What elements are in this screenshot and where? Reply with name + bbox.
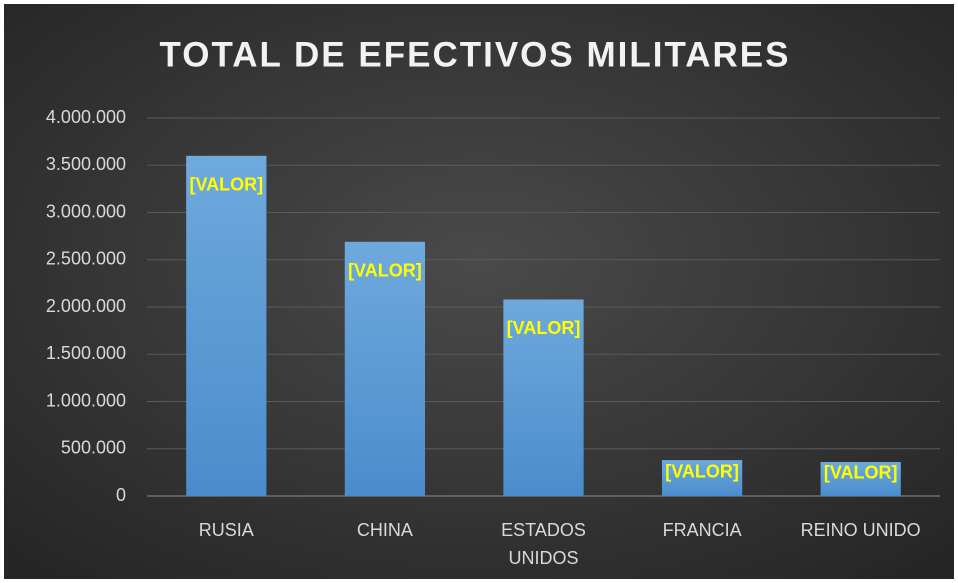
y-tick-label: 3.000.000 <box>46 201 126 221</box>
x-tick-label: FRANCIA <box>662 520 742 540</box>
y-tick-label: 0 <box>116 485 126 505</box>
bar <box>503 299 584 496</box>
data-label: [VALOR] <box>665 461 739 481</box>
y-tick-label: 500.000 <box>61 438 126 458</box>
data-label: [VALOR] <box>189 175 263 195</box>
bar <box>186 155 267 497</box>
y-tick-label: 1.000.000 <box>46 390 126 410</box>
x-tick-label: REINO UNIDO <box>800 520 921 540</box>
data-label: [VALOR] <box>348 261 422 281</box>
y-tick-label: 3.500.000 <box>46 154 126 174</box>
y-tick-label: 2.000.000 <box>46 296 126 316</box>
chart-background <box>4 4 954 579</box>
bar <box>344 241 426 496</box>
x-tick-label: ESTADOS UNIDOS <box>501 520 586 568</box>
bar <box>820 461 901 496</box>
chart-title: TOTAL DE EFECTIVOS MILITARES <box>160 35 791 74</box>
x-tick-label: CHINA <box>356 520 413 540</box>
y-tick-label: 4.000.000 <box>46 107 126 127</box>
data-label: [VALOR] <box>824 463 898 483</box>
data-label: [VALOR] <box>507 318 581 338</box>
x-tick-label: RUSIA <box>198 520 254 540</box>
y-tick-label: 1.500.000 <box>46 343 126 363</box>
y-tick-label: 2.500.000 <box>46 249 126 269</box>
bar <box>661 460 743 496</box>
